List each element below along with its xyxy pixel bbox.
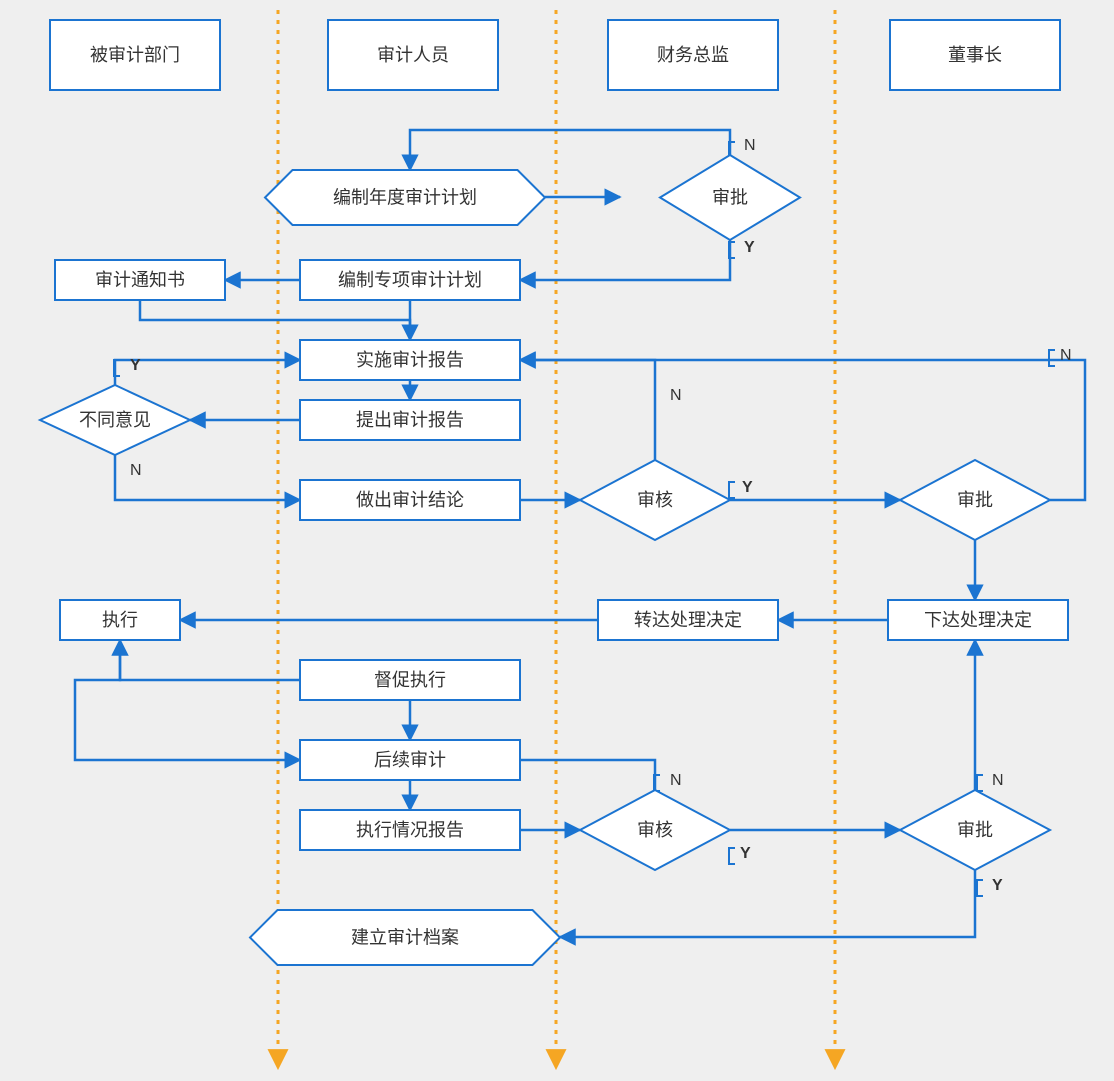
node-label: 提出审计报告 (356, 410, 464, 430)
node-label: 审批 (957, 490, 993, 510)
edge-label: N (130, 462, 142, 479)
node-label: 做出审计结论 (356, 490, 464, 510)
node-label: 财务总监 (657, 45, 729, 65)
flow-edge (115, 455, 300, 500)
node-label: 审计人员 (377, 45, 449, 65)
edge-label: N (670, 772, 682, 789)
node-review2: 审核 (580, 790, 730, 870)
node-impl: 实施审计报告 (300, 340, 520, 380)
node-report: 执行情况报告 (300, 810, 520, 850)
node-hdr2: 审计人员 (328, 20, 498, 90)
node-label: 被审计部门 (90, 45, 180, 65)
flow-edge (75, 640, 300, 760)
edge-label: Y (740, 845, 751, 862)
flow-edge (560, 870, 975, 937)
node-label: 实施审计报告 (356, 350, 464, 370)
node-exec: 执行 (60, 600, 180, 640)
node-label: 不同意见 (79, 410, 151, 430)
node-label: 审计通知书 (95, 270, 185, 290)
edge-label: N (992, 772, 1004, 789)
edge-label: N (670, 387, 682, 404)
node-label: 督促执行 (374, 670, 446, 690)
node-label: 审核 (637, 490, 673, 510)
flow-edge (520, 240, 730, 280)
flow-edge (115, 360, 300, 385)
node-deliver: 转达处理决定 (598, 600, 778, 640)
node-diff: 不同意见 (40, 385, 190, 455)
node-review1: 审核 (580, 460, 730, 540)
node-follow: 后续审计 (300, 740, 520, 780)
node-spPlan: 编制专项审计计划 (300, 260, 520, 300)
edge-label: Y (992, 877, 1003, 894)
node-hdr3: 财务总监 (608, 20, 778, 90)
node-label: 编制年度审计计划 (333, 187, 477, 207)
node-concl: 做出审计结论 (300, 480, 520, 520)
edge-label: N (1060, 347, 1072, 364)
node-issue: 下达处理决定 (888, 600, 1068, 640)
node-label: 执行 (102, 610, 138, 630)
node-label: 审批 (957, 820, 993, 840)
node-plan: 编制年度审计计划 (265, 170, 545, 225)
node-label: 编制专项审计计划 (338, 270, 482, 290)
edge-label: Y (742, 479, 753, 496)
node-appr3: 审批 (900, 790, 1050, 870)
node-notice: 审计通知书 (55, 260, 225, 300)
edge-label: N (744, 137, 756, 154)
node-appr2: 审批 (900, 460, 1050, 540)
node-label: 董事长 (948, 45, 1002, 65)
node-propose: 提出审计报告 (300, 400, 520, 440)
node-label: 审批 (712, 187, 748, 207)
node-hdr4: 董事长 (890, 20, 1060, 90)
node-hdr1: 被审计部门 (50, 20, 220, 90)
node-label: 下达处理决定 (924, 610, 1032, 630)
flow-edge (120, 640, 300, 680)
node-archive: 建立审计档案 (250, 910, 560, 965)
edge-label: Y (744, 239, 755, 256)
node-label: 建立审计档案 (351, 927, 459, 947)
flow-edge (520, 360, 655, 460)
node-label: 审核 (637, 820, 673, 840)
node-urge: 督促执行 (300, 660, 520, 700)
node-appr1: 审批 (660, 155, 800, 240)
edge-label: Y (130, 357, 141, 374)
node-label: 执行情况报告 (356, 820, 464, 840)
flow-edge (140, 300, 410, 340)
node-label: 转达处理决定 (634, 610, 742, 630)
flowchart-canvas: NYYNNYNNYNY被审计部门审计人员财务总监董事长编制年度审计计划审批编制专… (0, 0, 1114, 1081)
node-label: 后续审计 (374, 750, 446, 770)
flow-edge (520, 760, 655, 790)
flow-edge (410, 130, 730, 170)
